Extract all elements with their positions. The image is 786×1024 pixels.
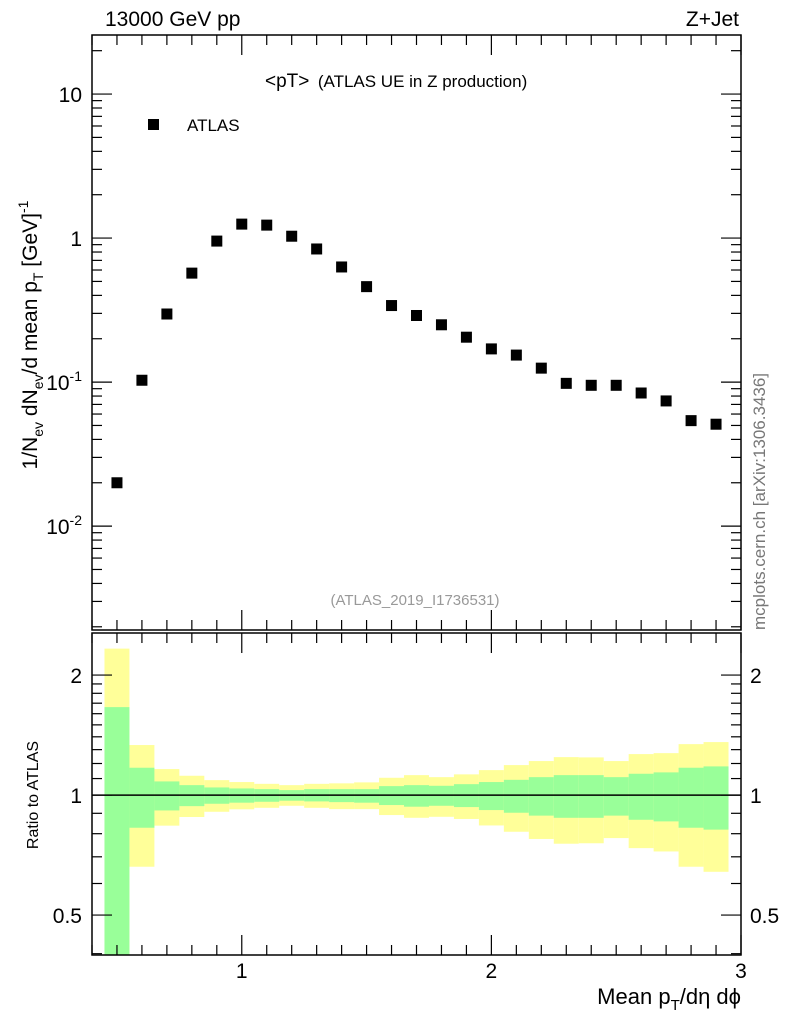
ratio-band-bin <box>703 766 729 830</box>
y-axis-label: 1/Nev dNev/d mean pT [GeV]-1 <box>15 200 46 469</box>
data-point <box>585 379 597 391</box>
ratio-band-bin <box>129 767 155 828</box>
ratio-y-axis-label: Ratio to ATLAS <box>25 741 42 849</box>
data-point <box>386 300 398 312</box>
data-point <box>710 418 722 430</box>
y-tick-label: 1 <box>70 228 82 251</box>
data-point <box>560 377 572 389</box>
data-point <box>460 331 472 343</box>
ratio-band-bin <box>578 775 604 818</box>
ratio-band-bin <box>154 781 180 811</box>
side-label: mcplots.cern.ch [arXiv:1306.3436] <box>750 373 769 630</box>
y-tick-label: 10-2 <box>46 512 82 539</box>
data-point <box>361 281 373 293</box>
ratio-band-bin <box>603 777 629 816</box>
ratio-y-tick-label-left: 0.5 <box>53 905 82 928</box>
ratio-y-tick-label-left: 2 <box>70 665 82 688</box>
data-point <box>336 261 348 273</box>
y-tick-label: 10-1 <box>46 368 82 395</box>
header-right: Z+Jet <box>686 8 739 31</box>
data-point <box>161 308 173 320</box>
ratio-band-bin <box>503 779 529 813</box>
data-point <box>411 309 422 321</box>
analysis-id: (ATLAS_2019_I1736531) <box>330 592 499 609</box>
data-point <box>286 230 298 242</box>
data-point <box>186 267 198 279</box>
data-point <box>485 343 497 355</box>
data-point <box>610 379 622 391</box>
x-tick-label: 1 <box>236 960 248 983</box>
ratio-band-bin <box>553 775 579 818</box>
chart-title: <pT> (ATLAS UE in Z production) <box>265 71 527 92</box>
data-point <box>136 374 148 386</box>
ratio-band-bin <box>354 789 380 803</box>
ratio-band-bin <box>653 772 679 822</box>
ratio-band-bin <box>478 782 504 811</box>
data-point <box>535 362 547 374</box>
legend-marker-atlas <box>148 119 159 130</box>
data-point <box>311 243 323 255</box>
header-left: 13000 GeV pp <box>105 8 240 31</box>
ratio-y-tick-label-left: 1 <box>70 785 82 808</box>
x-tick-label: 3 <box>735 960 747 983</box>
ratio-band-bin <box>678 767 704 828</box>
data-point <box>236 218 248 230</box>
y-tick-label: 10 <box>59 84 82 107</box>
x-axis-label: Mean pT/dη dϕ <box>597 984 741 1014</box>
main-plot: 10 1 10-1 10-2 2 2 1 1 0.5 0.5 1 2 3 <box>46 34 779 983</box>
ratio-band-bin <box>628 773 654 820</box>
ratio-y-tick-label-right: 0.5 <box>750 905 779 928</box>
data-point <box>111 477 123 489</box>
ratio-band-bin <box>404 785 429 807</box>
data-point <box>435 319 447 331</box>
data-point <box>510 349 522 361</box>
data-point <box>635 387 647 399</box>
ratio-y-tick-label-right: 2 <box>750 665 762 688</box>
data-point <box>685 415 697 427</box>
x-tick-label: 2 <box>486 960 498 983</box>
ratio-y-tick-label-right: 1 <box>750 785 762 808</box>
data-point <box>660 395 672 407</box>
data-point <box>261 219 273 231</box>
ratio-band-bin <box>104 707 130 955</box>
data-point <box>211 235 223 247</box>
ratio-band-bin <box>528 777 554 816</box>
legend-label-atlas: ATLAS <box>187 116 240 135</box>
